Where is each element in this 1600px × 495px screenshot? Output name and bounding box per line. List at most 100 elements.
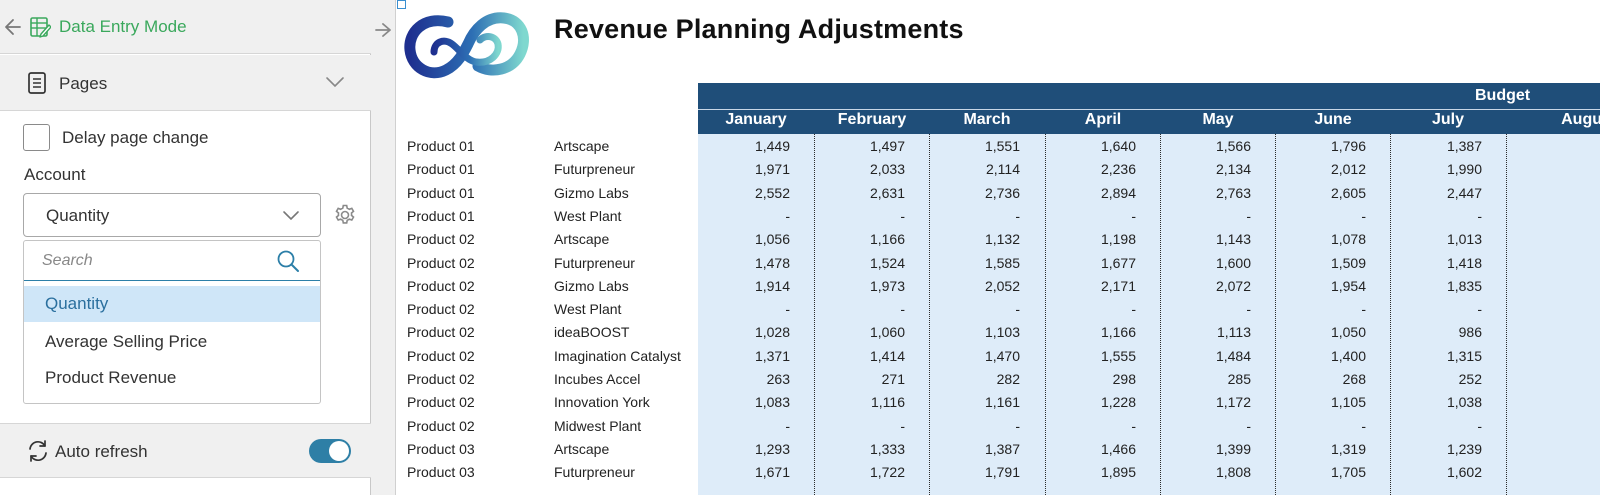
value-cell[interactable]: 2,447 xyxy=(1446,184,1482,201)
value-cell[interactable]: 1,166 xyxy=(869,231,905,248)
value-cell[interactable]: 271 xyxy=(881,371,905,387)
value-cell[interactable]: 1,791 xyxy=(984,464,1020,481)
value-cell[interactable]: 1,013 xyxy=(1446,231,1482,248)
value-cell[interactable]: 1,143 xyxy=(1215,231,1251,248)
value-cell[interactable]: 1,333 xyxy=(869,440,905,457)
value-cell[interactable]: 1,319 xyxy=(1330,440,1366,457)
dropdown-option-average-selling-price[interactable]: Average Selling Price xyxy=(45,332,208,351)
value-cell[interactable]: 1,705 xyxy=(1330,464,1366,481)
value-cell[interactable]: - xyxy=(1246,301,1251,318)
value-cell[interactable]: 2,552 xyxy=(754,184,790,201)
value-cell[interactable]: 1,555 xyxy=(1100,347,1136,364)
search-icon[interactable] xyxy=(276,249,300,273)
value-cell[interactable]: 1,466 xyxy=(1100,440,1136,457)
value-cell[interactable]: 1,387 xyxy=(1446,138,1482,154)
value-cell[interactable]: - xyxy=(900,301,905,318)
value-cell[interactable]: - xyxy=(1131,207,1136,224)
value-cell[interactable]: 252 xyxy=(1458,371,1482,387)
value-cell[interactable]: 2,114 xyxy=(986,161,1020,178)
value-cell[interactable]: 1,808 xyxy=(1215,464,1251,481)
value-cell[interactable]: 2,012 xyxy=(1330,161,1366,178)
value-cell[interactable]: 1,400 xyxy=(1330,347,1366,364)
value-cell[interactable]: 1,835 xyxy=(1446,277,1482,294)
value-cell[interactable]: 1,056 xyxy=(754,231,790,248)
value-cell[interactable]: 1,722 xyxy=(869,464,905,481)
value-cell[interactable]: 1,671 xyxy=(754,464,790,481)
value-cell[interactable]: - xyxy=(1361,207,1366,224)
value-cell[interactable]: 2,631 xyxy=(869,184,905,201)
value-cell[interactable]: 1,399 xyxy=(1215,440,1251,457)
value-cell[interactable]: 1,078 xyxy=(1330,231,1366,248)
value-cell[interactable]: - xyxy=(1361,417,1366,434)
value-cell[interactable]: 1,524 xyxy=(869,254,905,271)
value-cell[interactable]: 1,796 xyxy=(1330,138,1366,154)
auto-refresh-toggle[interactable] xyxy=(309,439,351,463)
value-cell[interactable]: 285 xyxy=(1227,371,1251,387)
value-cell[interactable]: 1,172 xyxy=(1215,394,1251,411)
value-cell[interactable]: - xyxy=(1477,301,1482,318)
pages-section-header[interactable]: Pages xyxy=(0,55,371,111)
value-cell[interactable]: - xyxy=(1246,207,1251,224)
value-cell[interactable]: 2,052 xyxy=(984,277,1020,294)
value-cell[interactable]: - xyxy=(1131,417,1136,434)
value-cell[interactable]: 1,470 xyxy=(984,347,1020,364)
value-cell[interactable]: 282 xyxy=(996,371,1020,387)
value-cell[interactable]: 1,600 xyxy=(1215,254,1251,271)
value-cell[interactable]: 1,566 xyxy=(1215,138,1251,154)
value-cell[interactable]: 2,072 xyxy=(1215,277,1251,294)
value-cell[interactable]: 1,585 xyxy=(984,254,1020,271)
value-cell[interactable]: 1,497 xyxy=(869,138,905,154)
value-cell[interactable]: - xyxy=(785,301,790,318)
value-cell[interactable]: 1,083 xyxy=(754,394,790,411)
dropdown-search-input[interactable] xyxy=(42,249,272,273)
value-cell[interactable]: 2,033 xyxy=(869,161,905,178)
value-cell[interactable]: 1,371 xyxy=(754,347,790,364)
value-cell[interactable]: - xyxy=(1015,417,1020,434)
value-cell[interactable]: 1,602 xyxy=(1446,464,1482,481)
value-cell[interactable]: 1,103 xyxy=(984,324,1020,341)
value-cell[interactable]: 1,449 xyxy=(754,138,790,154)
value-cell[interactable]: 1,914 xyxy=(754,277,790,294)
value-cell[interactable]: 1,484 xyxy=(1215,347,1251,364)
selection-handle[interactable] xyxy=(397,0,406,9)
value-cell[interactable]: 263 xyxy=(766,371,790,387)
back-arrow-icon[interactable] xyxy=(4,16,22,38)
value-cell[interactable]: 298 xyxy=(1112,371,1136,387)
value-cell[interactable]: 2,171 xyxy=(1100,277,1136,294)
value-cell[interactable]: 2,134 xyxy=(1215,161,1251,178)
value-cell[interactable]: - xyxy=(900,417,905,434)
value-cell[interactable]: 1,315 xyxy=(1446,347,1482,364)
value-cell[interactable]: 268 xyxy=(1342,371,1366,387)
dropdown-option-product-revenue[interactable]: Product Revenue xyxy=(45,368,177,387)
value-cell[interactable]: 1,132 xyxy=(984,231,1020,248)
value-cell[interactable]: 2,236 xyxy=(1100,161,1136,178)
value-cell[interactable]: - xyxy=(1015,301,1020,318)
value-cell[interactable]: 1,418 xyxy=(1446,254,1482,271)
value-cell[interactable]: 1,677 xyxy=(1100,254,1136,271)
value-cell[interactable]: 1,198 xyxy=(1100,231,1136,248)
value-cell[interactable]: 1,113 xyxy=(1217,324,1251,341)
value-cell[interactable]: - xyxy=(1015,207,1020,224)
value-cell[interactable]: 1,060 xyxy=(869,324,905,341)
value-cell[interactable]: 1,050 xyxy=(1330,324,1366,341)
value-cell[interactable]: 1,166 xyxy=(1100,324,1136,341)
value-cell[interactable]: - xyxy=(1361,301,1366,318)
value-cell[interactable]: 1,509 xyxy=(1330,254,1366,271)
gear-icon[interactable] xyxy=(333,203,357,227)
value-cell[interactable]: 1,116 xyxy=(871,394,905,411)
value-cell[interactable]: - xyxy=(1477,207,1482,224)
value-cell[interactable]: 1,105 xyxy=(1330,394,1366,411)
value-cell[interactable]: 2,763 xyxy=(1215,184,1251,201)
delay-page-change-checkbox[interactable] xyxy=(23,124,50,151)
value-cell[interactable]: - xyxy=(1131,301,1136,318)
value-cell[interactable]: 2,736 xyxy=(984,184,1020,201)
value-cell[interactable]: 1,478 xyxy=(754,254,790,271)
value-cell[interactable]: 1,028 xyxy=(754,324,790,341)
value-cell[interactable]: 1,414 xyxy=(869,347,905,364)
value-cell[interactable]: - xyxy=(785,207,790,224)
value-cell[interactable]: 1,551 xyxy=(984,138,1020,154)
value-cell[interactable]: 1,387 xyxy=(984,440,1020,457)
value-cell[interactable]: 1,973 xyxy=(869,277,905,294)
value-cell[interactable]: 2,605 xyxy=(1330,184,1366,201)
value-cell[interactable]: - xyxy=(1246,417,1251,434)
